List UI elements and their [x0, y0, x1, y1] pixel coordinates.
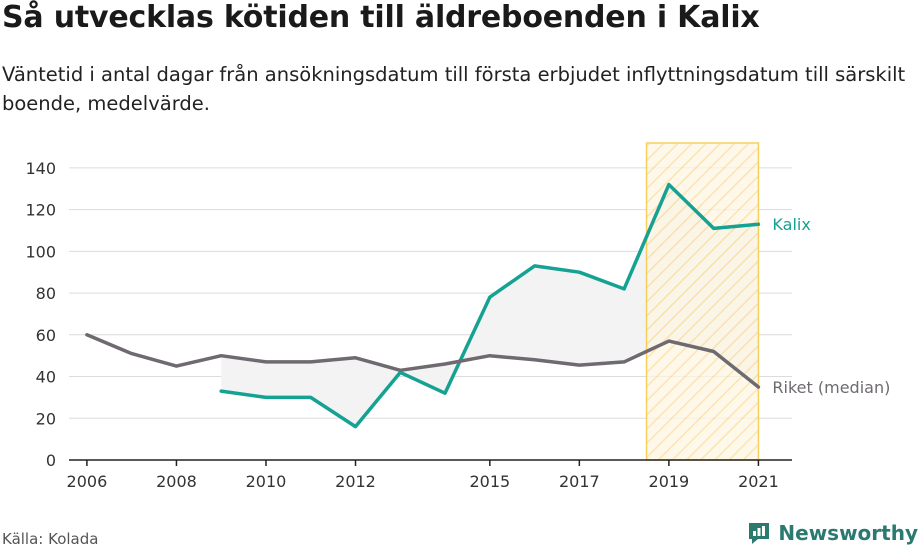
y-tick-label: 0	[46, 451, 56, 470]
x-tick-label: 2021	[738, 472, 779, 491]
x-tick-label: 2006	[67, 472, 108, 491]
series-labels: Kalix Riket (median)	[772, 215, 890, 397]
x-tick-label: 2017	[559, 472, 600, 491]
x-tick-label: 2008	[156, 472, 197, 491]
newsworthy-logo: Newsworthy	[746, 520, 918, 546]
y-tick-label: 60	[36, 326, 56, 345]
brand-name: Newsworthy	[778, 521, 918, 545]
y-tick-label: 40	[36, 368, 56, 387]
chart-title: Så utvecklas kötiden till äldreboenden i…	[2, 0, 760, 35]
source-note: Källa: Kolada	[2, 530, 99, 548]
series-label-riket: Riket (median)	[772, 378, 890, 397]
highlight-period	[645, 142, 760, 461]
series-line-riket	[85, 333, 761, 389]
series-line-kalix	[219, 182, 761, 429]
axes: 0 20 40 60 80 100 120 140 2006 2008 2010 2012 2015 20…	[25, 159, 792, 491]
series-label-kalix: Kalix	[772, 215, 810, 234]
y-tick-label: 120	[25, 201, 56, 220]
y-tick-label: 20	[36, 409, 56, 428]
x-tick-label: 2010	[246, 472, 287, 491]
series	[85, 182, 761, 429]
y-tick-label: 80	[36, 284, 56, 303]
y-tick-label: 140	[25, 159, 56, 178]
y-tick-label: 100	[25, 242, 56, 261]
gap-area	[221, 184, 759, 427]
x-tick-label: 2012	[335, 472, 376, 491]
x-tick-label: 2019	[649, 472, 690, 491]
highlight-band	[645, 142, 760, 461]
x-tick-label: 2015	[469, 472, 510, 491]
chart-subtitle: Väntetid i antal dagar från ansökningsda…	[2, 63, 906, 115]
difference-area	[221, 184, 759, 427]
chart-bubble-icon	[749, 523, 770, 544]
